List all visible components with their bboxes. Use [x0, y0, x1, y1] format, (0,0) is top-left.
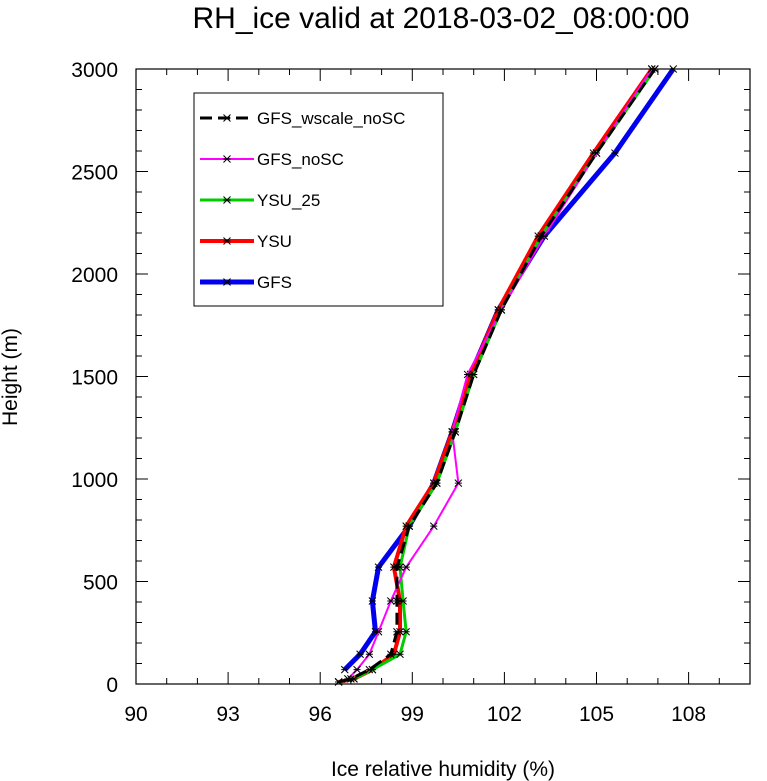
data-point	[393, 627, 401, 636]
data-point	[433, 479, 441, 487]
data-point	[365, 665, 374, 674]
data-point	[405, 522, 414, 531]
data-point	[497, 306, 506, 314]
y-axis-label: Height (m)	[0, 328, 22, 426]
x-tick-label: 93	[216, 703, 239, 726]
legend-item: YSU_25	[200, 191, 320, 210]
x-tick-label: 108	[671, 703, 706, 726]
data-point	[402, 563, 411, 572]
data-point	[374, 563, 383, 572]
data-point	[356, 650, 364, 659]
y-tick-label: 0	[106, 674, 118, 697]
y-tick-label: 1500	[71, 367, 118, 390]
data-point	[463, 370, 472, 379]
data-point	[365, 650, 374, 659]
data-point	[353, 665, 361, 674]
legend-item: GFS_noSC	[200, 150, 344, 169]
data-point	[611, 149, 619, 157]
data-point	[429, 522, 438, 531]
y-tick-label: 500	[83, 572, 118, 595]
legend-item: GFS	[200, 273, 292, 292]
x-tick-label: 90	[124, 703, 147, 726]
x-axis-label: Ice relative humidity (%)	[331, 758, 555, 781]
data-point	[396, 650, 404, 659]
x-tick-label: 102	[487, 703, 522, 726]
data-point	[374, 627, 383, 636]
y-tick-label: 2500	[71, 162, 118, 185]
legend-marker	[223, 237, 231, 245]
data-point	[368, 597, 377, 605]
legend: GFS_wscale_noSC GFS_noSC YSU_25 YSU GFS	[193, 92, 444, 307]
data-point	[537, 232, 546, 240]
y-tick-label: 2000	[71, 264, 118, 287]
chart-title: RH_ice valid at 2018-03-02_08:00:00	[192, 2, 689, 35]
x-tick-label: 105	[579, 703, 614, 726]
legend-item: YSU	[200, 232, 292, 251]
legend-marker	[223, 196, 231, 204]
legend-marker	[223, 155, 231, 163]
data-point	[386, 597, 395, 605]
data-point	[386, 650, 395, 659]
legend-label: GFS_noSC	[257, 150, 344, 169]
legend-label: GFS	[257, 273, 292, 292]
y-tick-label: 3000	[71, 59, 118, 82]
x-tick-label: 99	[401, 703, 424, 726]
data-point	[469, 370, 478, 379]
y-tick-label: 1000	[71, 469, 118, 492]
data-point	[393, 563, 401, 572]
legend-label: GFS_wscale_noSC	[257, 109, 405, 128]
legend-label: YSU	[257, 232, 292, 251]
plot-frame	[135, 68, 751, 685]
legend-label: YSU_25	[257, 191, 320, 210]
legend-marker	[223, 114, 231, 122]
data-point	[393, 597, 401, 605]
ticks-layer: 90 93 96 99 102 105 108 0 500 1000 1500 2000 2500 300…	[71, 59, 751, 726]
legend-marker	[223, 278, 231, 286]
series-GFS_wscale_noSC	[334, 65, 659, 686]
data-point	[454, 479, 463, 487]
legend-item: GFS_wscale_noSC	[200, 109, 405, 128]
x-tick-label: 96	[309, 703, 332, 726]
data-point	[399, 597, 407, 605]
data-point	[592, 149, 601, 157]
legend-box	[193, 92, 444, 307]
data-point	[451, 427, 460, 436]
data-point	[340, 665, 349, 674]
data-point	[402, 627, 411, 636]
